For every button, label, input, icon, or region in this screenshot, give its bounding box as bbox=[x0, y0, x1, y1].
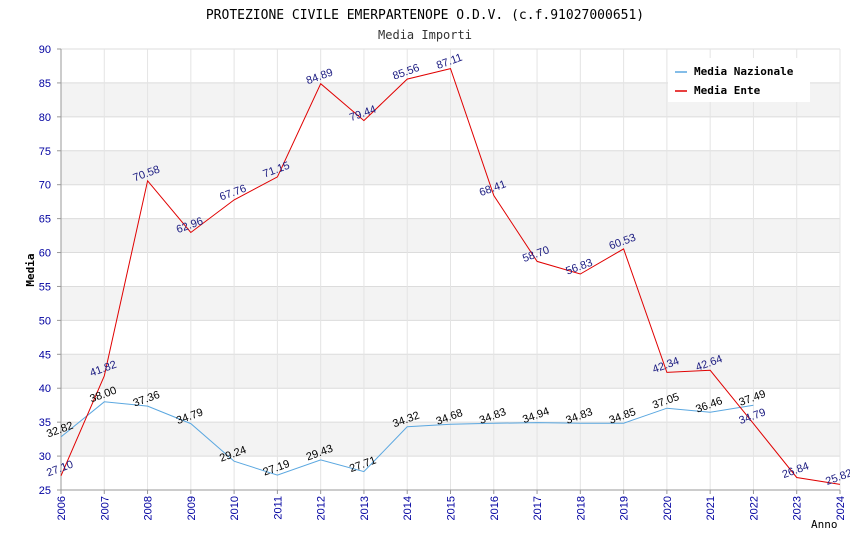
legend-entry-media-nazionale: Media Nazionale bbox=[694, 65, 794, 78]
data-label-media-nazionale: 27.19 bbox=[261, 458, 291, 479]
x-tick-label: 2013 bbox=[359, 496, 371, 520]
x-tick-label: 2007 bbox=[99, 496, 111, 520]
chart-subtitle: Media Importi bbox=[378, 28, 472, 42]
x-tick-label: 2010 bbox=[229, 496, 241, 520]
gridlines bbox=[60, 48, 841, 491]
y-tick-label: 50 bbox=[39, 315, 51, 327]
chart-title: PROTEZIONE CIVILE EMERPARTENOPE O.D.V. (… bbox=[206, 8, 644, 23]
y-tick-label: 80 bbox=[39, 112, 51, 124]
x-tick-label: 2017 bbox=[532, 496, 544, 520]
x-tick-labels: 2006 2007 2008 2009 2010 2011 2012 2013 2014 2015… bbox=[56, 496, 847, 520]
legend-entry-media-ente: Media Ente bbox=[694, 84, 761, 97]
y-tick-label: 65 bbox=[39, 214, 51, 226]
series-lines bbox=[60, 68, 841, 485]
axes bbox=[57, 48, 841, 494]
y-tick-label: 30 bbox=[39, 451, 51, 463]
y-tick-label: 25 bbox=[39, 485, 51, 497]
x-tick-label: 2019 bbox=[619, 496, 631, 520]
y-tick-labels: 25 30 35 40 45 50 55 60 65 70 75 80 85 90 bbox=[39, 44, 51, 497]
data-label-media-ente: 25.82 bbox=[824, 467, 850, 488]
data-label-media-nazionale: 27.71 bbox=[348, 454, 378, 475]
x-tick-label: 2020 bbox=[662, 496, 674, 520]
y-tick-label: 60 bbox=[39, 248, 51, 260]
x-tick-label: 2012 bbox=[316, 496, 328, 520]
y-tick-label: 75 bbox=[39, 146, 51, 158]
x-axis-label: Anno bbox=[811, 518, 838, 531]
data-label-media-ente: 56.83 bbox=[564, 257, 594, 278]
y-axis-label: Media bbox=[24, 253, 37, 286]
y-tick-label: 55 bbox=[39, 281, 51, 293]
x-tick-label: 2018 bbox=[575, 496, 587, 520]
series-line-media-nazionale bbox=[60, 401, 754, 476]
data-label-media-nazionale: 37.36 bbox=[132, 389, 162, 410]
series-line-media-ente bbox=[60, 68, 841, 485]
y-tick-label: 35 bbox=[39, 417, 51, 429]
x-tick-label: 2022 bbox=[748, 496, 760, 520]
legend-box bbox=[668, 58, 810, 102]
x-tick-label: 2015 bbox=[446, 496, 458, 520]
x-tick-label: 2006 bbox=[56, 496, 68, 520]
x-tick-label: 2024 bbox=[835, 496, 847, 520]
y-tick-label: 70 bbox=[39, 180, 51, 192]
y-tick-label: 90 bbox=[39, 44, 51, 56]
x-tick-label: 2016 bbox=[489, 496, 501, 520]
legend: Media Nazionale Media Ente bbox=[668, 58, 810, 102]
x-tick-label: 2021 bbox=[705, 496, 717, 520]
y-tick-label: 45 bbox=[39, 349, 51, 361]
x-tick-label: 2023 bbox=[792, 496, 804, 520]
x-tick-label: 2008 bbox=[143, 496, 155, 520]
x-tick-label: 2014 bbox=[402, 496, 414, 520]
data-label-media-nazionale: 36.46 bbox=[694, 395, 724, 416]
x-tick-label: 2009 bbox=[186, 496, 198, 520]
x-tick-label: 2011 bbox=[272, 496, 284, 520]
y-tick-label: 85 bbox=[39, 78, 51, 90]
y-tick-label: 40 bbox=[39, 383, 51, 395]
